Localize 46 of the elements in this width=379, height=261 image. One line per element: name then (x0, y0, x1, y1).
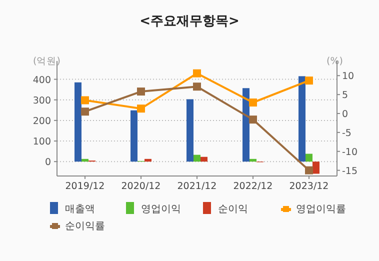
legend-label: 영업이익 (141, 204, 181, 215)
bar (250, 158, 256, 162)
y-tick-label: 0 (44, 157, 51, 168)
point (193, 82, 201, 91)
point (305, 76, 313, 85)
bar (82, 158, 88, 162)
y-tick-label: 200 (32, 116, 51, 127)
bar (242, 88, 250, 162)
bar (194, 154, 200, 162)
x-tick-label: 2022/12 (233, 181, 273, 192)
y2-tick-label: 10 (342, 71, 354, 82)
point (137, 104, 145, 113)
y2-tick-label: 0 (342, 109, 348, 120)
y2-tick-label: -10 (342, 146, 358, 158)
y2-tick-label: -15 (342, 166, 358, 177)
point (137, 88, 145, 96)
x-tick-label: 2019/12 (65, 181, 105, 192)
bar (306, 154, 312, 162)
y2-axis-title: (%) (326, 56, 343, 67)
bar (186, 99, 194, 162)
bar (312, 162, 320, 174)
x-tick-label: 2021/12 (177, 181, 217, 192)
bar (200, 156, 208, 162)
legend-label: 영업이익률 (296, 204, 346, 215)
legend-label: 순이익률 (65, 221, 105, 232)
bar (144, 158, 152, 162)
y-axis-title: (억원) (33, 56, 60, 67)
y-tick-label: 100 (32, 136, 51, 148)
bar (298, 76, 306, 162)
legend-label: 순이익 (218, 204, 248, 215)
y2-tick-label: 5 (342, 90, 348, 102)
y-tick-label: 400 (32, 74, 51, 86)
point (249, 98, 257, 107)
point (249, 116, 257, 124)
point (81, 108, 89, 116)
x-tick-label: 2020/12 (121, 181, 161, 192)
bar (130, 110, 138, 162)
chart-title: <주요재무항목> (140, 14, 240, 29)
y2-tick-label: -5 (342, 128, 352, 139)
legend-label: 매출액 (65, 204, 95, 215)
bar (74, 82, 82, 162)
point (305, 166, 313, 174)
y-tick-label: 300 (32, 95, 51, 106)
point (193, 69, 201, 78)
point (81, 96, 89, 104)
x-tick-label: 2023/12 (289, 181, 329, 192)
